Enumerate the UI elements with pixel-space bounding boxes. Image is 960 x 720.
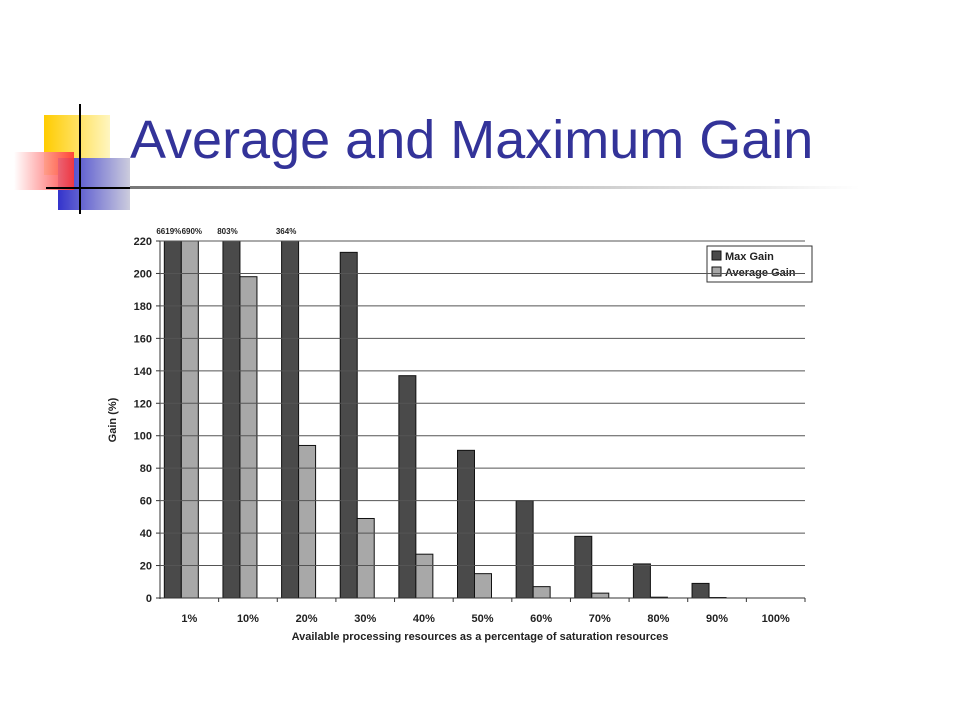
bar: [691, 582, 710, 599]
x-tick-label: 30%: [354, 613, 376, 625]
x-tick-label: 1%: [181, 613, 197, 625]
y-tick-label: 220: [134, 236, 152, 248]
x-tick-label: 20%: [296, 613, 318, 625]
x-tick-label: 10%: [237, 613, 259, 625]
y-tick-label: 200: [134, 268, 152, 280]
y-tick-label: 20: [140, 561, 152, 573]
bar: [239, 276, 258, 599]
value-label: 803%: [217, 227, 237, 236]
x-tick-label: 40%: [413, 613, 435, 625]
x-axis-label: Available processing resources as a perc…: [292, 631, 669, 643]
value-label: 364%: [276, 227, 296, 236]
bar: [163, 241, 182, 599]
value-label: 6619%: [156, 227, 181, 236]
bar: [398, 375, 417, 599]
decoration: [14, 104, 860, 214]
legend-swatch: [711, 266, 722, 277]
slide-title: Average and Maximum Gain: [130, 110, 813, 170]
x-tick-label: 50%: [471, 613, 493, 625]
y-tick-label: 80: [140, 463, 152, 475]
value-label: 690%: [182, 227, 202, 236]
y-tick-label: 180: [134, 301, 152, 313]
bar: [281, 241, 300, 599]
bar: [515, 500, 534, 599]
y-tick-label: 160: [134, 333, 152, 345]
bar: [356, 517, 375, 599]
legend-label: Max Gain: [725, 251, 774, 263]
x-tick-label: 100%: [762, 613, 790, 625]
y-tick-label: 120: [134, 398, 152, 410]
legend-swatch: [711, 250, 722, 261]
bar: [222, 241, 241, 599]
y-tick-label: 40: [140, 528, 152, 540]
bar: [591, 592, 610, 599]
x-tick-label: 70%: [589, 613, 611, 625]
bar: [532, 586, 551, 599]
bar: [632, 563, 651, 599]
x-tick-label: 60%: [530, 613, 552, 625]
plot-area: [163, 241, 727, 599]
legend-box: [706, 245, 813, 283]
bar: [415, 553, 434, 599]
y-tick-label: 60: [140, 496, 152, 508]
y-tick-label: 0: [146, 593, 152, 605]
bar: [339, 251, 358, 599]
y-tick-label: 140: [134, 366, 152, 378]
bar: [574, 535, 593, 599]
y-tick-label: 100: [134, 431, 152, 443]
bar: [180, 241, 199, 599]
y-axis-label: Gain (%): [107, 397, 119, 442]
bar: [474, 573, 492, 599]
x-tick-label: 80%: [647, 613, 669, 625]
bar: [457, 449, 475, 599]
x-tick-label: 90%: [706, 613, 728, 625]
